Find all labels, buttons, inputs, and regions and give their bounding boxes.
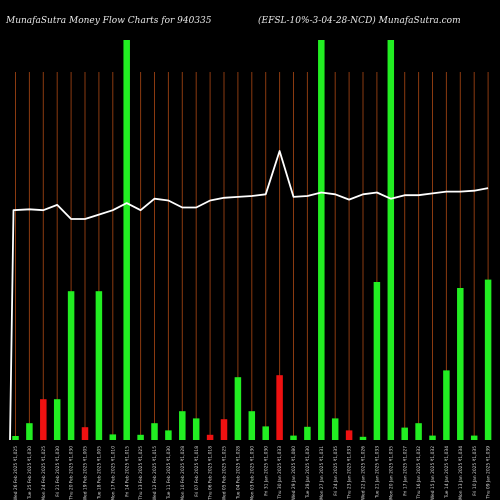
x-tick-label: Thu 23 Jan 2025 ₹1,033 — [347, 446, 353, 500]
x-tick-label: Tue 21 Jan 2025 ₹1,033 — [375, 446, 381, 499]
volume-bar — [123, 40, 130, 440]
x-tick-label: Thu 13 Feb 2025 ₹1,025 — [138, 446, 144, 500]
x-tick-label: Mon 24 Feb 2025 ₹1,025 — [41, 446, 47, 500]
x-tick-label: Mon 03 Feb 2025 ₹1,030 — [249, 446, 255, 500]
volume-bar — [206, 434, 214, 440]
volume-bar — [262, 426, 269, 440]
chart-title-left: MunafaSutra Money Flow Charts for 940335 — [5, 16, 212, 26]
x-tick-label: Wed 29 Jan 2025 ₹1,080 — [291, 446, 297, 500]
volume-bar — [234, 377, 242, 440]
x-tick-label: Thu 16 Jan 2025 ₹1,032 — [416, 446, 422, 500]
x-tick-label: Mon 20 Jan 2025 ₹1,035 — [388, 446, 394, 500]
volume-bar — [40, 399, 47, 440]
volume-bar — [179, 411, 186, 440]
volume-bar — [345, 430, 353, 440]
x-tick-label: Mon 27 Jan 2025 ₹1,031 — [319, 446, 325, 500]
x-tick-label: Mon 10 Feb 2025 ₹1,028 — [180, 446, 186, 500]
x-tick-label: Mon 13 Jan 2025 ₹1,034 — [458, 446, 464, 500]
x-tick-label: Tue 25 Feb 2025 ₹1,030 — [27, 446, 33, 500]
volume-bar — [248, 411, 256, 440]
x-tick-label: Wed 15 Jan 2025 ₹1,032 — [430, 446, 436, 500]
volume-bar — [387, 40, 395, 440]
x-tick-label: Thu 20 Feb 2025 ₹1,030 — [69, 446, 75, 500]
volume-bar — [276, 375, 283, 440]
volume-bar — [484, 279, 492, 440]
x-tick-label: Fri 10 Jan 2025 ₹1,035 — [472, 446, 478, 496]
x-tick-label: Thu 30 Jan 2025 ₹1,033 — [277, 446, 283, 500]
volume-bar — [151, 423, 158, 440]
x-tick-label: Fri 07 Feb 2025 ₹1,018 — [194, 446, 200, 497]
x-tick-label: Tue 28 Jan 2025 ₹1,030 — [305, 446, 311, 499]
volume-bar — [457, 288, 464, 440]
x-tick-label: Tue 14 Jan 2025 ₹1,034 — [444, 446, 450, 499]
volume-bar — [53, 399, 61, 440]
volume-bar — [26, 423, 33, 440]
x-tick-label: Fri 14 Feb 2025 ₹1,015 — [124, 446, 130, 497]
volume-bar — [373, 282, 381, 440]
volume-bar — [401, 427, 408, 440]
x-tick-label: Fri 17 Jan 2025 ₹1,027 — [402, 446, 408, 496]
volume-bar — [304, 426, 311, 440]
volume-bar — [192, 418, 200, 440]
x-tick-label: Tue 11 Feb 2025 ₹1,030 — [166, 446, 172, 500]
x-tick-label: Wed 19 Feb 2025 ₹1,005 — [83, 446, 89, 500]
x-tick-label: Wed 26 Feb 2025 ₹1,025 — [13, 446, 19, 500]
volume-bar — [12, 436, 19, 440]
volume-bar — [95, 291, 103, 440]
volume-bar — [470, 435, 478, 440]
volume-bar — [165, 430, 172, 440]
x-tick-label: Thu 06 Feb 2025 ₹1,018 — [208, 446, 214, 500]
volume-bar — [443, 370, 450, 440]
volume-bar — [137, 434, 144, 440]
x-tick-label: Wed 12 Feb 2025 ₹1,015 — [152, 446, 158, 500]
price-line — [9, 150, 489, 441]
volume-bar — [429, 435, 436, 440]
x-tick-label: Thu 09 Jan 2025 ₹1,039 — [486, 446, 492, 500]
volume-bar — [359, 436, 367, 440]
volume-bar — [290, 435, 297, 440]
x-tick-label: Tue 18 Feb 2025 ₹1,005 — [97, 446, 103, 500]
x-tick-label: Mon 17 Feb 2025 ₹1,010 — [110, 446, 116, 500]
volume-bars — [12, 40, 492, 440]
x-tick-label: Wed 05 Feb 2025 ₹1,025 — [222, 446, 228, 500]
volume-bar — [415, 423, 422, 440]
x-axis-tick-labels: Wed 26 Feb 2025 ₹1,025 Tue 25 Feb 2025 ₹1… — [13, 446, 492, 500]
x-tick-label: Tue 04 Feb 2025 ₹1,028 — [236, 446, 242, 500]
x-tick-label: Fri 31 Jan 2025 ₹1,030 — [263, 446, 269, 496]
volume-bar — [220, 419, 228, 440]
chart-title-right: (EFSL-10%-3-04-28-NCD) MunafaSutra.com — [258, 15, 461, 26]
x-tick-label: Wed 22 Jan 2025 ₹1,026 — [361, 446, 367, 500]
volume-bar — [67, 291, 75, 440]
x-tick-label: Fri 21 Feb 2025 ₹1,030 — [55, 446, 61, 497]
x-tick-label: Fri 24 Jan 2025 ₹1,035 — [333, 446, 339, 496]
volume-bar — [109, 434, 117, 440]
volume-bar — [318, 40, 325, 440]
volume-bar — [81, 427, 89, 440]
volume-bar — [331, 418, 339, 440]
